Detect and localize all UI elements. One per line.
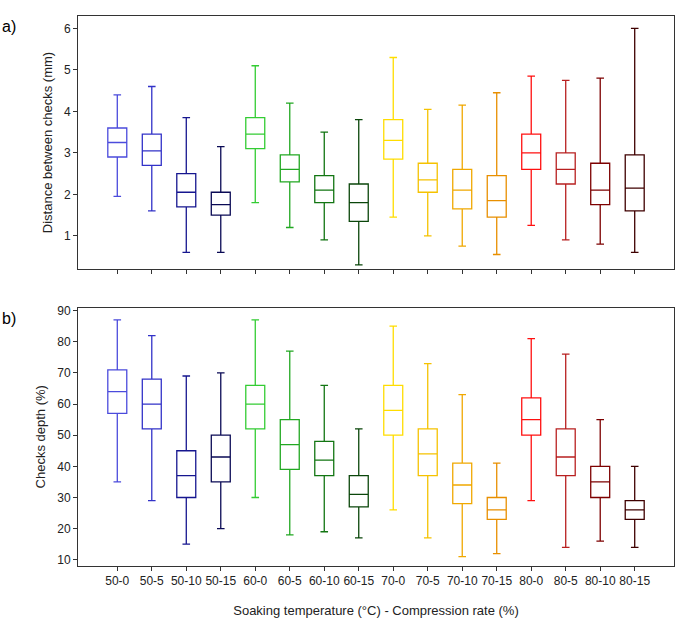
svg-text:80-15: 80-15	[619, 574, 650, 588]
svg-text:50: 50	[57, 428, 71, 442]
svg-text:60-0: 60-0	[243, 574, 267, 588]
svg-text:70-5: 70-5	[416, 574, 440, 588]
svg-text:60: 60	[57, 397, 71, 411]
svg-text:50-15: 50-15	[205, 574, 236, 588]
svg-text:80-0: 80-0	[519, 574, 543, 588]
svg-text:60-15: 60-15	[343, 574, 374, 588]
svg-text:80: 80	[57, 335, 71, 349]
svg-text:10: 10	[57, 553, 71, 567]
svg-text:60-10: 60-10	[309, 574, 340, 588]
svg-text:40: 40	[57, 460, 71, 474]
svg-text:1: 1	[64, 229, 71, 243]
svg-text:90: 90	[57, 304, 71, 318]
svg-text:Checks depth (%): Checks depth (%)	[33, 385, 48, 488]
svg-text:4: 4	[64, 105, 71, 119]
svg-text:70-0: 70-0	[381, 574, 405, 588]
svg-text:50-10: 50-10	[171, 574, 202, 588]
svg-text:Distance between checks (mm): Distance between checks (mm)	[40, 52, 55, 233]
svg-text:5: 5	[64, 63, 71, 77]
svg-text:70-15: 70-15	[481, 574, 512, 588]
svg-text:Soaking temperature (°C) - Com: Soaking temperature (°C) - Compression r…	[233, 603, 519, 618]
svg-text:6: 6	[64, 22, 71, 36]
svg-text:b): b)	[2, 310, 16, 327]
svg-text:80-5: 80-5	[554, 574, 578, 588]
svg-text:50-5: 50-5	[140, 574, 164, 588]
svg-text:70: 70	[57, 366, 71, 380]
svg-text:80-10: 80-10	[585, 574, 616, 588]
svg-text:3: 3	[64, 146, 71, 160]
svg-text:2: 2	[64, 188, 71, 202]
svg-text:50-0: 50-0	[105, 574, 129, 588]
svg-text:a): a)	[2, 18, 16, 35]
svg-text:60-5: 60-5	[278, 574, 302, 588]
svg-text:20: 20	[57, 522, 71, 536]
svg-text:30: 30	[57, 491, 71, 505]
svg-text:70-10: 70-10	[447, 574, 478, 588]
